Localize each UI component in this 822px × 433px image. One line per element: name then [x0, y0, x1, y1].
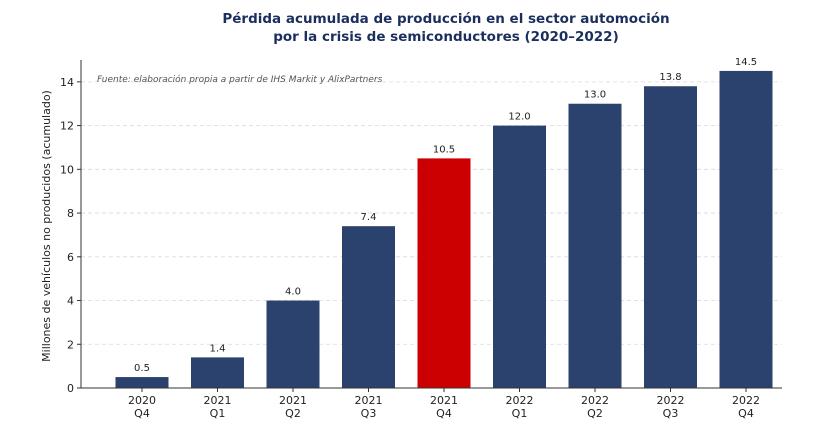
x-tick-label-quarter: Q4: [134, 407, 150, 420]
bar: [342, 226, 395, 388]
y-tick-label: 4: [67, 295, 74, 308]
y-axis-label: Millones de vehículos no producidos (acu…: [40, 90, 53, 362]
y-tick-label: 6: [67, 251, 74, 264]
bar-value-label: 13.8: [659, 72, 681, 83]
axes: [80, 60, 782, 389]
bars: [115, 70, 773, 389]
y-tick-label: 12: [60, 120, 74, 133]
bar-value-label: 1.4: [210, 343, 226, 354]
bar: [493, 125, 546, 388]
x-axis-ticks: 2020Q42021Q12021Q22021Q32021Q42022Q12022…: [128, 388, 760, 420]
y-axis-ticks: 0 2 4 6 8 10 12 14: [60, 76, 81, 395]
bar: [266, 300, 320, 388]
bar-value-label: 10.5: [433, 144, 455, 155]
bar: [191, 357, 244, 388]
x-tick-label-quarter: Q1: [512, 407, 528, 420]
bar-value-label: 4.0: [285, 287, 301, 298]
x-tick-label-year: 2021: [355, 394, 383, 407]
x-tick-label-quarter: Q3: [361, 407, 377, 420]
x-tick-label-year: 2022: [732, 394, 760, 407]
bar-value-label: 0.5: [134, 363, 150, 374]
y-tick-label: 14: [60, 76, 74, 89]
x-tick-label-quarter: Q4: [436, 407, 452, 420]
x-tick-label-quarter: Q3: [663, 407, 679, 420]
y-tick-label: 8: [67, 207, 74, 220]
x-tick-label-quarter: Q2: [587, 407, 603, 420]
bar: [115, 377, 169, 388]
x-tick-label-year: 2020: [128, 394, 156, 407]
x-tick-label-year: 2022: [657, 394, 685, 407]
chart-title-line-1: Pérdida acumulada de producción en el se…: [222, 11, 669, 27]
bar-value-label: 13.0: [584, 90, 606, 101]
x-tick-label-year: 2022: [506, 394, 534, 407]
y-tick-label: 2: [67, 338, 74, 351]
bar-value-label: 14.5: [735, 57, 757, 68]
chart-title-line-2: por la crisis de semiconductores (2020–2…: [273, 29, 619, 45]
source-note: Fuente: elaboración propia a partir de I…: [97, 74, 383, 85]
x-tick-label-quarter: Q1: [210, 407, 226, 420]
y-tick-label: 10: [60, 163, 74, 176]
bar-value-label: 7.4: [361, 212, 377, 223]
bar: [417, 158, 471, 388]
x-tick-label-year: 2022: [581, 394, 609, 407]
x-tick-label-year: 2021: [430, 394, 458, 407]
bar-value-label: 12.0: [508, 112, 530, 123]
x-tick-label-quarter: Q4: [738, 407, 754, 420]
bar: [568, 103, 622, 388]
x-tick-label-year: 2021: [204, 394, 232, 407]
bar: [644, 86, 697, 389]
x-tick-label-quarter: Q2: [285, 407, 301, 420]
x-tick-label-year: 2021: [279, 394, 307, 407]
bar: [719, 70, 773, 388]
bar-value-labels: 0.5 1.4 4.0 7.4 10.5 12.0 13.0 13.8 14.5: [134, 57, 757, 374]
y-tick-label: 0: [67, 382, 74, 395]
